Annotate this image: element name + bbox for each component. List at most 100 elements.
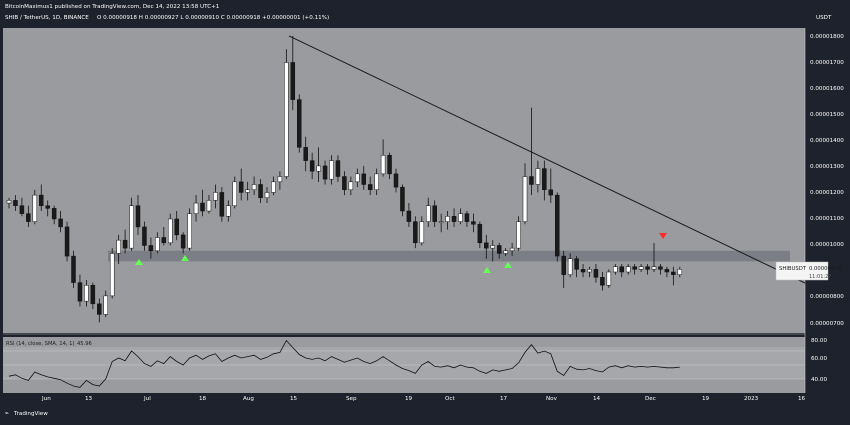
candle-body-up xyxy=(587,269,592,273)
time-tick: 13 xyxy=(85,396,93,402)
candle-body-down xyxy=(335,160,341,177)
candle xyxy=(26,205,31,227)
candle xyxy=(309,152,315,180)
candle-body-down xyxy=(413,221,418,244)
candle xyxy=(664,266,670,278)
last-price-label: SHIBUSDT 0.00000918 11:01:27 xyxy=(775,261,842,281)
time-tick: 16 xyxy=(798,396,806,402)
candle xyxy=(90,282,96,310)
candle xyxy=(329,155,334,185)
candle-body-down xyxy=(64,226,70,257)
candle xyxy=(638,264,644,272)
candle xyxy=(71,250,76,288)
candle xyxy=(438,213,444,233)
candle-body-down xyxy=(135,205,141,228)
candle xyxy=(45,200,50,217)
candle xyxy=(342,171,347,196)
candle-body-up xyxy=(490,245,495,249)
candle xyxy=(193,195,199,222)
candle xyxy=(542,160,547,201)
candle-body-down xyxy=(393,173,399,188)
candle xyxy=(509,242,515,257)
candle xyxy=(419,216,425,246)
candle xyxy=(109,248,115,299)
time-tick: 19 xyxy=(405,396,413,402)
candle xyxy=(32,189,38,225)
support-zone xyxy=(108,250,790,262)
rsi-label: RSI (14, close, SMA, 14, 1) xyxy=(6,341,75,347)
price-tick: 0.00001500 xyxy=(810,112,844,118)
candle xyxy=(361,165,366,190)
green-up-arrow xyxy=(181,255,189,261)
candle-body-down xyxy=(496,245,502,254)
candle-body-up xyxy=(445,216,450,222)
candle-body-down xyxy=(471,221,476,225)
candle xyxy=(13,195,18,211)
symbol-line: SHIB / TetherUS, 1D, BINANCE xyxy=(5,15,89,21)
candle-body-up xyxy=(567,258,573,275)
time-axis[interactable]: Jun 13 Jul 18 Aug 15 Sep 19 Oct 17 Nov 1… xyxy=(41,396,806,402)
candle-body-down xyxy=(58,218,63,228)
candle xyxy=(303,136,308,172)
red-down-arrow xyxy=(659,233,667,239)
price-axis[interactable]: 0.00001800 0.00001700 0.00001600 0.00001… xyxy=(810,34,844,327)
brand-text: TradingView xyxy=(13,411,48,417)
candle-body-up xyxy=(625,266,631,273)
price-tick: 0.00001200 xyxy=(810,190,844,196)
candle xyxy=(264,187,270,204)
candle xyxy=(445,211,450,230)
candle-body-down xyxy=(97,303,102,315)
rsi-band xyxy=(3,347,805,379)
candle-body-up xyxy=(129,205,134,249)
rsi-tick: 60.00 xyxy=(811,356,827,362)
candle-body-down xyxy=(542,168,547,191)
price-tick: 0.00001000 xyxy=(810,242,844,248)
candle-body-up xyxy=(348,181,354,191)
candle-body-down xyxy=(39,194,44,206)
candle-body-up xyxy=(374,173,379,191)
candle xyxy=(122,229,128,254)
price-pane[interactable] xyxy=(3,28,805,333)
tradingview-logo[interactable]: ⌁ TradingView xyxy=(5,409,48,417)
candle-body-down xyxy=(51,208,57,220)
candle-body-up xyxy=(380,155,386,175)
candle-body-down xyxy=(593,269,599,278)
time-tick: Nov xyxy=(546,396,558,402)
candle xyxy=(277,171,283,190)
candle-body-up xyxy=(426,205,431,222)
candle-body-up xyxy=(651,266,657,270)
candle xyxy=(574,256,579,278)
candle-body-up xyxy=(271,181,276,193)
support-zone-layer xyxy=(108,250,790,262)
candle xyxy=(200,189,205,217)
last-price-box xyxy=(775,261,829,281)
candle xyxy=(393,168,399,193)
candle-body-down xyxy=(477,224,483,244)
time-tick: Jul xyxy=(143,396,151,402)
candle-body-down xyxy=(297,99,302,148)
candle-body-up xyxy=(155,237,160,252)
candle xyxy=(232,176,237,209)
candle-body-down xyxy=(574,258,579,270)
candle-body-up xyxy=(277,176,283,183)
trendline-layer xyxy=(288,35,806,284)
candle-body-up xyxy=(638,266,644,270)
candle-body-up xyxy=(438,221,444,223)
candle xyxy=(503,248,508,257)
candle xyxy=(97,298,102,323)
candle-body-up xyxy=(677,269,683,275)
candle xyxy=(658,264,663,275)
candle xyxy=(206,195,212,214)
candle xyxy=(580,264,586,278)
candle xyxy=(238,168,244,201)
green-up-arrow xyxy=(483,267,491,273)
candle-body-up xyxy=(458,213,463,222)
candle xyxy=(64,221,70,262)
candle-body-down xyxy=(406,210,412,222)
time-tick: 2023 xyxy=(744,396,759,402)
time-tick: 17 xyxy=(500,396,508,402)
descending-trendline[interactable] xyxy=(288,35,806,284)
candle-body-up xyxy=(535,168,541,185)
rsi-layer xyxy=(3,339,805,388)
